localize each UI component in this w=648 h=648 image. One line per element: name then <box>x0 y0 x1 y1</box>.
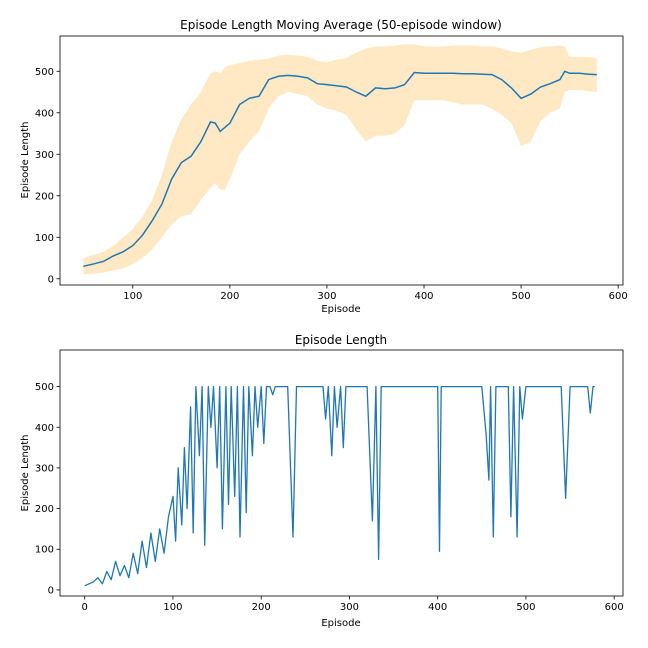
chart1-x-tick-label: 100 <box>123 291 142 302</box>
chart2-x-axis: 0 100 200 300 400 500 600 <box>82 596 624 613</box>
chart1-y-axis: 0 100 200 300 400 500 <box>35 67 60 285</box>
chart2-y-tick-label: 300 <box>35 463 54 474</box>
chart2-y-tick-label: 500 <box>35 382 54 393</box>
chart1-series-group <box>83 70 597 268</box>
chart2-series-group <box>84 385 595 587</box>
chart1-y-tick-label: 300 <box>35 150 54 161</box>
chart2-y-tick-label: 400 <box>35 423 54 434</box>
chart2-x-tick-label: 400 <box>428 602 447 613</box>
chart1-title: Episode Length Moving Average (50-episod… <box>180 18 502 32</box>
chart2-x-tick-label: 500 <box>516 602 535 613</box>
episode-length-chart: Episode Length 0 100 200 300 400 500 600 0 100 2… <box>20 333 624 629</box>
chart2-y-label: Episode Length <box>20 435 31 512</box>
chart2-y-tick-label: 0 <box>48 585 54 596</box>
chart1-y-tick-label: 100 <box>35 233 54 244</box>
chart2-x-tick-label: 600 <box>605 602 624 613</box>
chart1-y-tick-label: 500 <box>35 67 54 78</box>
chart2-y-tick-label: 100 <box>35 545 54 556</box>
chart1-y-tick-label: 0 <box>48 274 54 285</box>
chart1-x-tick-label: 300 <box>317 291 336 302</box>
chart1-plot-frame <box>59 35 624 286</box>
chart2-x-tick-label: 100 <box>163 602 182 613</box>
chart1-std-band <box>83 44 597 275</box>
chart2-episode-length-line <box>84 385 595 587</box>
chart1-x-tick-label: 200 <box>220 291 239 302</box>
chart2-y-tick-label: 200 <box>35 504 54 515</box>
chart1-x-axis: 100 200 300 400 500 600 <box>123 285 628 302</box>
chart1-x-tick-label: 400 <box>414 291 433 302</box>
chart2-plot-frame <box>59 349 624 597</box>
chart2-y-axis: 0 100 200 300 400 500 <box>35 382 60 596</box>
chart2-x-label: Episode <box>321 618 360 629</box>
chart1-y-label: Episode Length <box>20 122 31 199</box>
chart2-x-tick-label: 200 <box>252 602 271 613</box>
moving-average-chart: Episode Length Moving Average (50-episod… <box>20 18 628 315</box>
chart2-x-tick-label: 0 <box>82 602 88 613</box>
chart1-moving-average-line <box>83 70 597 268</box>
chart2-x-tick-label: 300 <box>340 602 359 613</box>
chart1-y-tick-label: 400 <box>35 108 54 119</box>
chart1-confidence-band-group <box>83 44 597 275</box>
chart2-title: Episode Length <box>295 333 387 347</box>
chart1-x-label: Episode <box>321 304 360 315</box>
chart1-x-tick-label: 600 <box>609 291 628 302</box>
chart1-x-tick-label: 500 <box>512 291 531 302</box>
chart1-y-tick-label: 200 <box>35 191 54 202</box>
